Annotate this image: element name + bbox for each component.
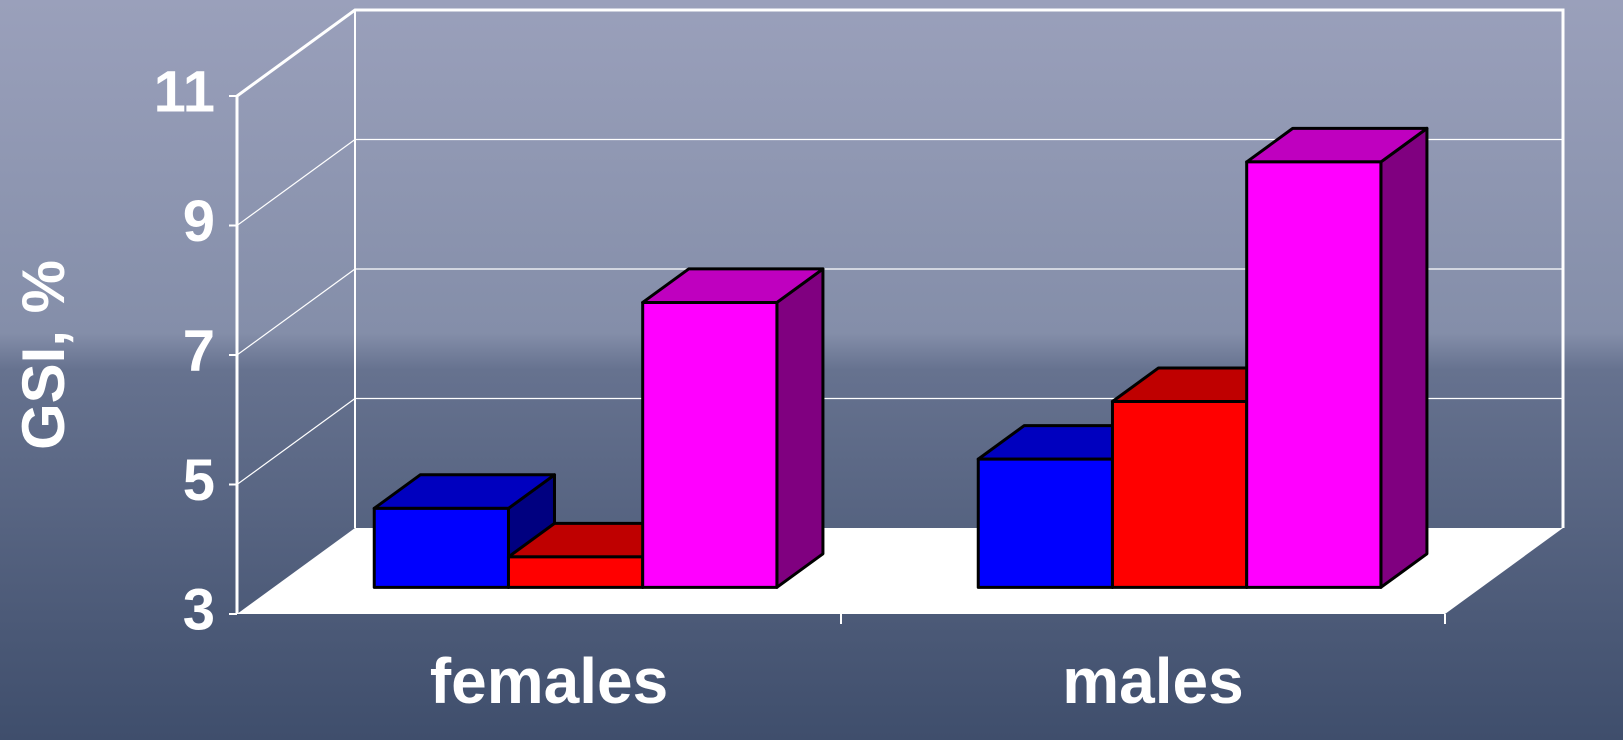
bar <box>641 300 779 589</box>
bar <box>1245 160 1383 589</box>
bar <box>1110 400 1249 589</box>
x-tick-label: males <box>1062 645 1243 717</box>
bar-side <box>775 267 825 589</box>
y-tick-label: 5 <box>183 448 215 513</box>
y-tick-label: 9 <box>183 189 215 254</box>
x-tick-label: females <box>430 645 668 717</box>
bar-side <box>1379 126 1429 589</box>
y-tick-label: 11 <box>154 59 215 124</box>
bar <box>372 506 510 589</box>
grid-line <box>236 138 1563 226</box>
y-tick-label: 3 <box>183 577 215 642</box>
grid-line <box>236 268 1563 356</box>
bar <box>506 555 645 589</box>
y-tick-label: 7 <box>183 318 215 383</box>
bar <box>976 457 1114 589</box>
y-axis-title: GSI, % <box>10 260 77 450</box>
